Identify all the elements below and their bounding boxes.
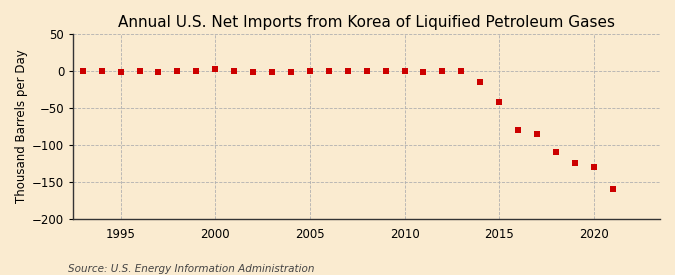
Point (512, 128, 523, 132)
Point (191, 69, 202, 73)
Point (532, 131, 543, 136)
Point (475, 80, 485, 84)
Point (210, 67, 221, 72)
Point (399, 69, 410, 73)
Point (323, 69, 334, 73)
Point (286, 70, 296, 74)
Point (493, 100, 504, 104)
Point (456, 69, 466, 73)
Point (570, 161, 580, 166)
Point (172, 69, 183, 73)
Point (589, 165, 599, 169)
Point (437, 69, 448, 73)
Point (304, 69, 315, 73)
Point (380, 69, 391, 73)
Point (342, 69, 353, 73)
Point (153, 70, 164, 74)
Point (608, 187, 618, 191)
Point (361, 69, 372, 73)
Title: Annual U.S. Net Imports from Korea of Liquified Petroleum Gases: Annual U.S. Net Imports from Korea of Li… (118, 15, 615, 30)
Point (267, 70, 277, 74)
Point (97, 69, 107, 73)
Point (115, 70, 126, 74)
Point (229, 69, 240, 73)
Text: Source: U.S. Energy Information Administration: Source: U.S. Energy Information Administ… (68, 264, 314, 274)
Point (134, 69, 145, 73)
Y-axis label: Thousand Barrels per Day: Thousand Barrels per Day (15, 50, 28, 203)
Point (78, 69, 88, 73)
Point (551, 150, 562, 154)
Point (418, 70, 429, 74)
Point (248, 70, 259, 74)
